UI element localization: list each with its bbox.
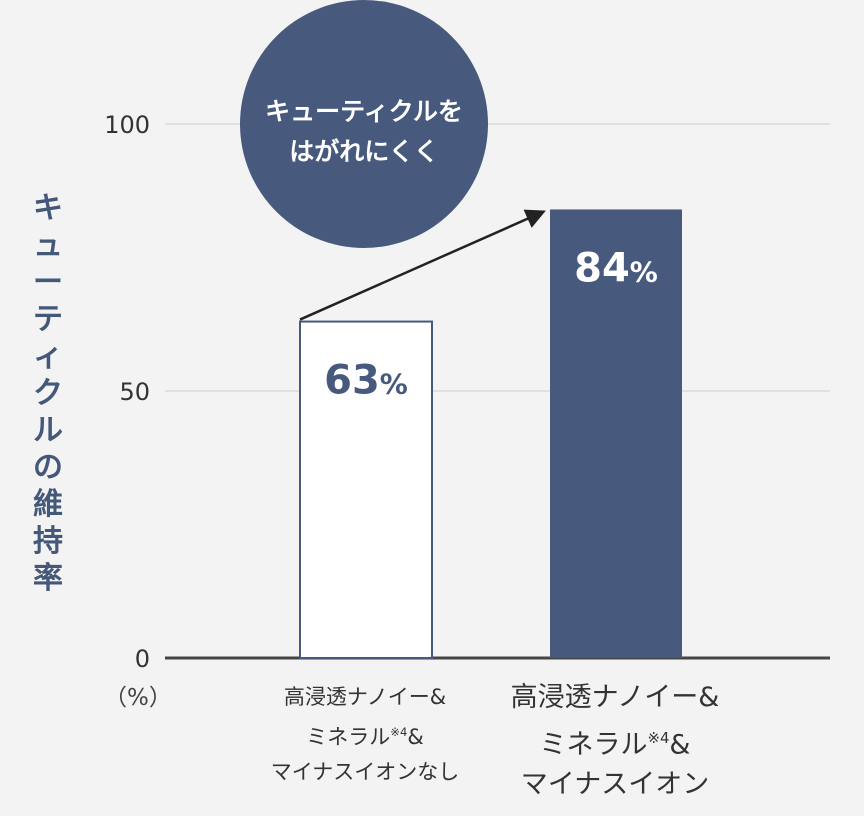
annotation-bubble <box>240 0 488 248</box>
bar-0 <box>299 320 433 659</box>
y-tick-label-50: 50 <box>119 378 150 406</box>
category-label-0-note-suffix: & <box>407 725 424 750</box>
category-label-1-line-3: マイナスイオン <box>520 769 710 801</box>
y-axis-unit: （%） <box>104 685 172 711</box>
bar-1 <box>550 209 682 658</box>
category-label-1-line-2: ミネラル <box>539 729 648 761</box>
category-label-0-line-2: ミネラル <box>306 725 391 750</box>
category-label-0: 高浸透ナノイー& ミネラル※4& マイナスイオンなし <box>240 680 490 790</box>
y-tick-label-0: 0 <box>135 645 150 673</box>
category-label-0-line-3: マイナスイオンなし <box>270 760 460 785</box>
bar-value-label-0: 63% <box>324 358 408 404</box>
bar-value-label-1: 84% <box>574 245 658 291</box>
category-label-0-note: ※4 <box>390 725 408 739</box>
y-tick-label-100: 100 <box>104 111 150 139</box>
category-label-1: 高浸透ナノイー& ミネラル※4& マイナスイオン <box>490 678 740 805</box>
category-label-0-line-1: 高浸透ナノイー& <box>283 685 447 709</box>
y-axis-label: キューティクルの維持率 <box>33 191 63 596</box>
category-label-1-note: ※4 <box>647 729 670 747</box>
comparison-arrow <box>299 209 546 321</box>
annotation-text-line-2: はがれにくく <box>289 137 439 166</box>
annotation-text-line-1: キューティクルを <box>265 97 463 126</box>
category-label-1-line-1: 高浸透ナノイー& <box>510 682 720 713</box>
category-label-1-note-suffix: & <box>669 729 691 761</box>
